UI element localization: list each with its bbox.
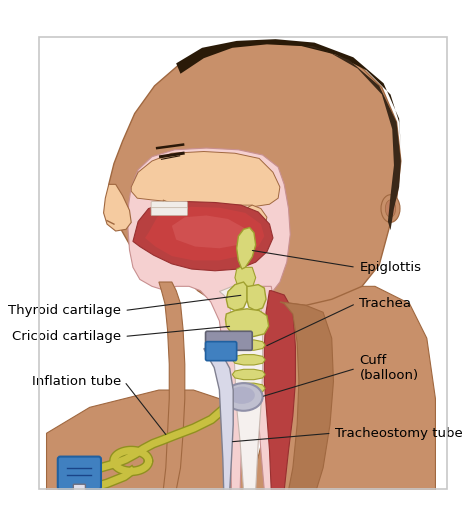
Polygon shape [131, 151, 280, 207]
Polygon shape [145, 207, 264, 260]
Text: Trachea: Trachea [359, 297, 411, 310]
Polygon shape [232, 383, 265, 393]
FancyBboxPatch shape [151, 208, 187, 216]
Polygon shape [235, 267, 255, 291]
FancyBboxPatch shape [58, 457, 101, 489]
Polygon shape [244, 205, 267, 235]
Polygon shape [264, 291, 295, 490]
Polygon shape [46, 286, 436, 490]
Polygon shape [109, 43, 401, 306]
Polygon shape [133, 201, 273, 271]
Polygon shape [226, 282, 247, 310]
Polygon shape [104, 184, 131, 231]
Ellipse shape [385, 200, 396, 217]
Text: Epiglottis: Epiglottis [359, 261, 421, 274]
Polygon shape [247, 285, 266, 310]
Polygon shape [232, 340, 265, 350]
Text: Cuff
(balloon): Cuff (balloon) [359, 355, 419, 382]
Polygon shape [237, 228, 255, 269]
Polygon shape [219, 285, 263, 490]
Polygon shape [232, 369, 265, 380]
Ellipse shape [229, 387, 255, 404]
Text: Cricoid cartilage: Cricoid cartilage [12, 330, 121, 343]
FancyBboxPatch shape [151, 201, 187, 209]
Polygon shape [252, 286, 280, 490]
Polygon shape [204, 349, 233, 490]
Polygon shape [176, 39, 401, 148]
FancyBboxPatch shape [206, 342, 237, 361]
FancyBboxPatch shape [206, 331, 252, 350]
Text: Thyroid cartilage: Thyroid cartilage [8, 304, 121, 317]
Ellipse shape [381, 195, 400, 222]
Polygon shape [280, 302, 333, 490]
FancyBboxPatch shape [73, 484, 85, 498]
Polygon shape [159, 282, 185, 490]
Polygon shape [232, 355, 265, 365]
Polygon shape [163, 200, 252, 220]
Polygon shape [226, 309, 269, 337]
Text: Tracheostomy tube: Tracheostomy tube [335, 427, 463, 440]
Ellipse shape [225, 383, 263, 411]
Polygon shape [306, 46, 401, 230]
Polygon shape [128, 148, 290, 490]
Polygon shape [172, 216, 247, 248]
Text: Inflation tube: Inflation tube [32, 375, 121, 388]
